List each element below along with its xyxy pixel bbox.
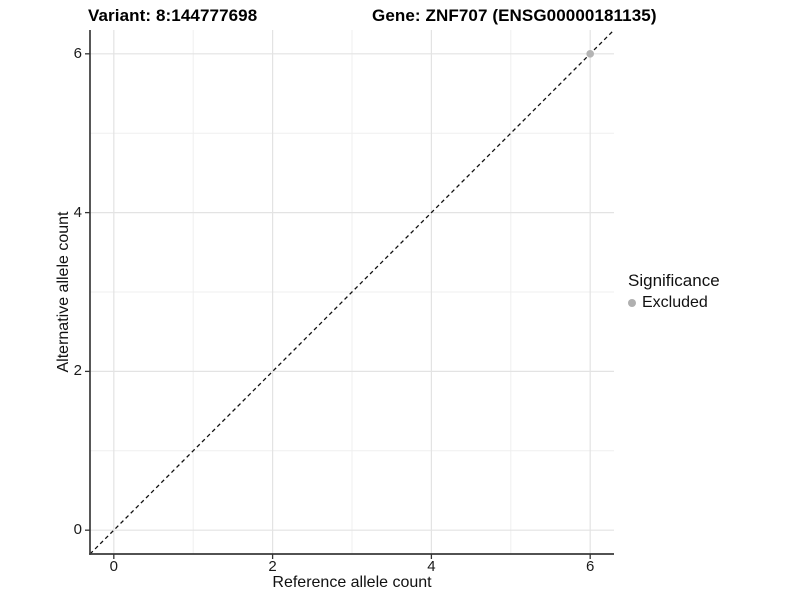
legend-item-label: Excluded xyxy=(642,294,708,311)
y-axis-label: Alternative allele count xyxy=(55,211,72,373)
legend-item-excluded: Excluded xyxy=(628,294,720,312)
legend-title: Significance xyxy=(628,271,720,290)
variant-title: Variant: 8:144777698 xyxy=(88,6,258,25)
y-tick-label: 4 xyxy=(73,203,82,221)
legend: Significance Excluded xyxy=(628,271,720,312)
x-axis-label: Reference allele count xyxy=(272,574,432,591)
excluded-point-icon xyxy=(628,299,636,307)
x-tick-label: 4 xyxy=(427,558,436,575)
identity-dashed-line xyxy=(89,29,615,555)
x-tick-label: 6 xyxy=(586,558,595,575)
gene-title: Gene: ZNF707 (ENSG00000181135) xyxy=(372,6,657,25)
y-tick-label: 0 xyxy=(73,521,82,539)
y-tick-label: 2 xyxy=(73,362,82,380)
data-point-excluded xyxy=(586,50,594,58)
x-tick-label: 2 xyxy=(268,558,277,575)
y-tick-label: 6 xyxy=(73,44,82,62)
x-tick-label: 0 xyxy=(109,558,118,575)
